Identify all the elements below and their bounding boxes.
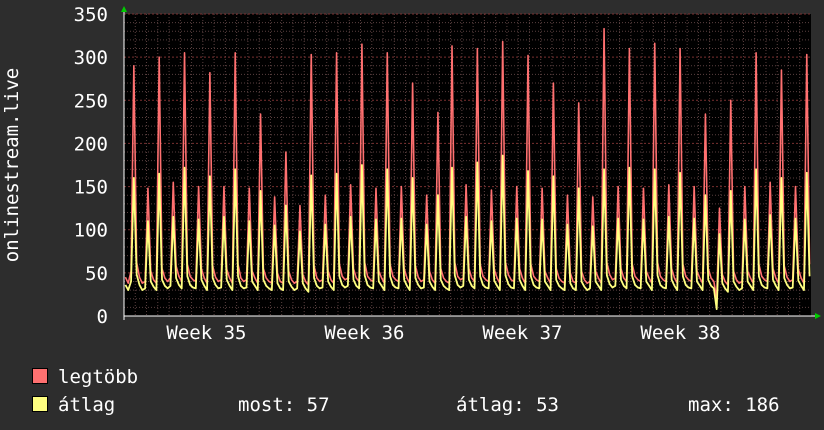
x-tick-label: Week 35 — [166, 322, 246, 344]
legend-swatch-avg — [32, 396, 48, 412]
stat-max: max: 186 — [688, 391, 780, 419]
y-tick-label: 50 — [85, 263, 108, 285]
tick-labels: 0 50 100 150 200 250 300 350 Week 35 Week 36 Week … — [74, 4, 721, 344]
y-tick-label: 100 — [74, 220, 108, 242]
x-tick-label: Week 38 — [640, 322, 720, 344]
legend-label-max: legtöbb — [58, 366, 139, 388]
y-axis-arrow-icon — [121, 6, 127, 12]
y-tick-label: 250 — [74, 90, 108, 112]
stat-average-value: 53 — [536, 394, 559, 416]
y-tick-label: 200 — [74, 133, 108, 155]
stat-max-value: 186 — [745, 394, 780, 416]
stat-average: átlag: 53 — [456, 391, 559, 419]
x-axis-arrow-icon — [815, 313, 821, 319]
x-tick-label: Week 36 — [324, 322, 404, 344]
series-line-1 — [124, 154, 811, 311]
stat-max-label: max: — [688, 394, 734, 416]
y-tick-label: 350 — [74, 4, 108, 26]
series-layer — [124, 27, 811, 311]
y-tick-label: 150 — [74, 177, 108, 199]
series-line-0 — [124, 27, 811, 300]
legend-label-avg: átlag — [58, 394, 116, 416]
stat-current-label: most: — [238, 394, 296, 416]
y-tick-label: 300 — [74, 47, 108, 69]
legend-swatch-max — [32, 368, 48, 384]
stat-current: most: 57 — [238, 391, 330, 419]
stat-average-label: átlag: — [456, 394, 525, 416]
y-tick-label: 0 — [97, 306, 108, 328]
axes — [121, 6, 821, 320]
x-tick-label: Week 37 — [482, 322, 562, 344]
stat-current-value: 57 — [306, 394, 330, 416]
y-axis-label: onlinestream.live — [1, 68, 23, 262]
